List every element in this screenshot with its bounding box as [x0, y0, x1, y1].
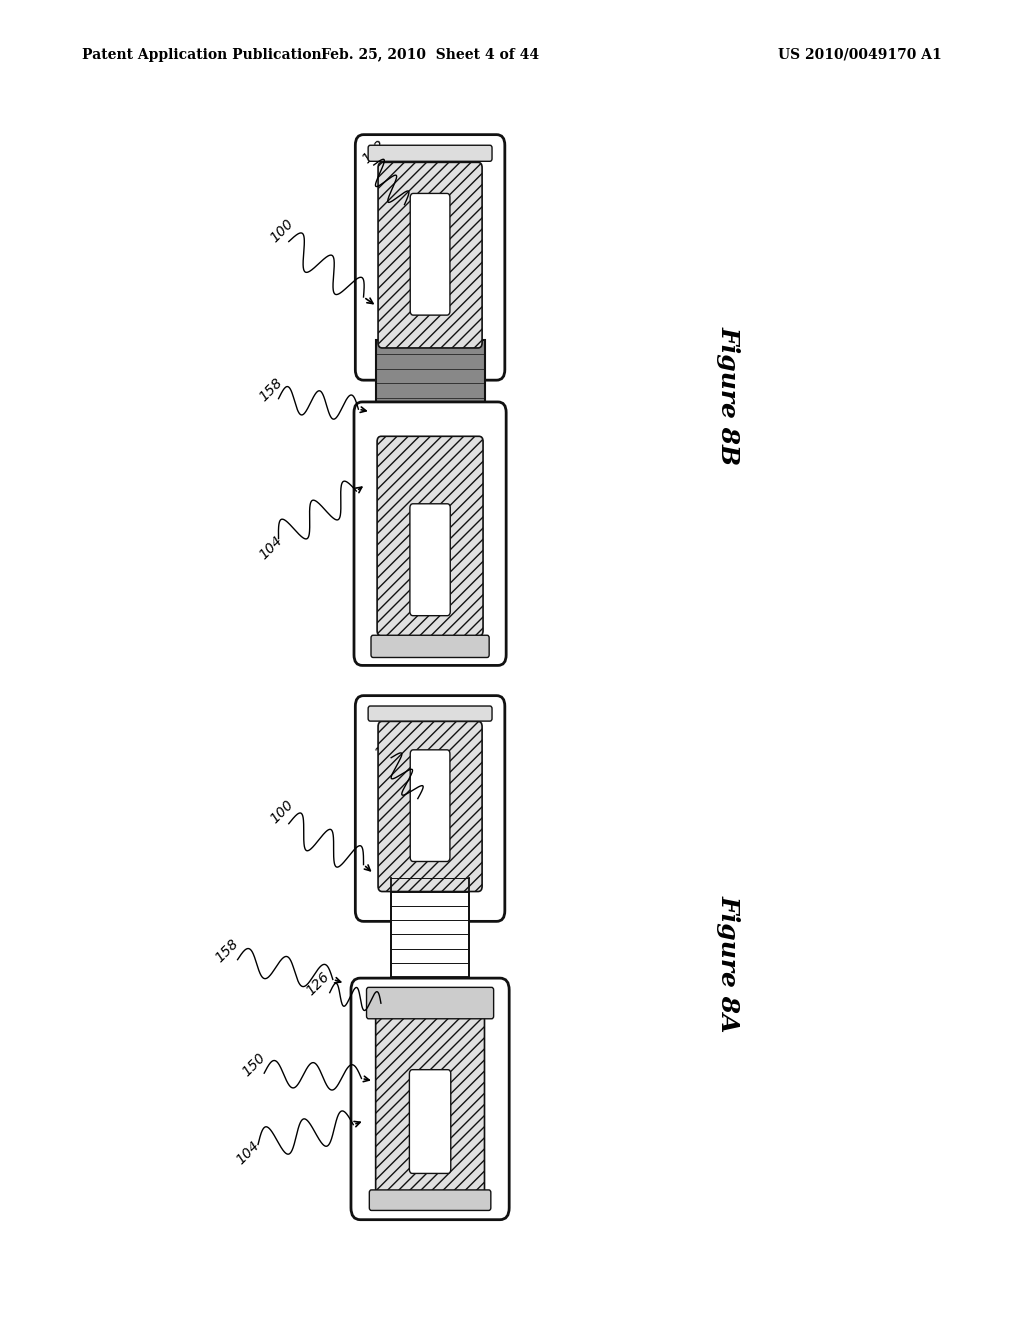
FancyBboxPatch shape — [367, 987, 494, 1019]
Text: 100: 100 — [267, 216, 296, 246]
FancyBboxPatch shape — [377, 437, 483, 636]
FancyBboxPatch shape — [378, 162, 482, 348]
FancyBboxPatch shape — [369, 706, 492, 721]
FancyBboxPatch shape — [355, 696, 505, 921]
Text: 102: 102 — [359, 137, 388, 166]
Text: 158: 158 — [257, 375, 286, 404]
Text: 158: 158 — [213, 936, 242, 965]
Bar — [391, 878, 469, 977]
Bar — [376, 339, 484, 412]
Text: 150: 150 — [240, 1051, 268, 1080]
FancyBboxPatch shape — [410, 504, 451, 615]
Text: 126: 126 — [303, 969, 332, 998]
FancyBboxPatch shape — [410, 1069, 451, 1173]
FancyBboxPatch shape — [371, 635, 489, 657]
FancyBboxPatch shape — [354, 401, 506, 665]
Text: 102: 102 — [373, 731, 401, 760]
FancyBboxPatch shape — [411, 194, 450, 315]
FancyBboxPatch shape — [351, 978, 509, 1220]
FancyBboxPatch shape — [370, 1189, 490, 1210]
FancyBboxPatch shape — [411, 750, 450, 862]
FancyBboxPatch shape — [378, 721, 482, 891]
Text: 100: 100 — [267, 797, 296, 826]
FancyBboxPatch shape — [369, 145, 492, 161]
Text: US 2010/0049170 A1: US 2010/0049170 A1 — [778, 48, 942, 62]
Text: Feb. 25, 2010  Sheet 4 of 44: Feb. 25, 2010 Sheet 4 of 44 — [321, 48, 540, 62]
Text: Figure 8B: Figure 8B — [717, 326, 740, 466]
Text: Patent Application Publication: Patent Application Publication — [82, 48, 322, 62]
FancyBboxPatch shape — [355, 135, 505, 380]
Text: Figure 8A: Figure 8A — [717, 895, 740, 1032]
Text: 104: 104 — [233, 1138, 262, 1167]
FancyBboxPatch shape — [376, 1011, 484, 1196]
Text: 104: 104 — [257, 533, 286, 562]
